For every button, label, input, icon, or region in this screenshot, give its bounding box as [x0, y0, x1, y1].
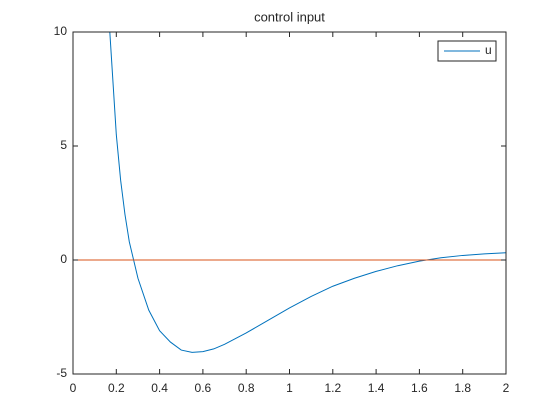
- x-tick-label: 0.8: [238, 381, 255, 395]
- y-tick-label: -5: [56, 366, 67, 380]
- x-tick-label: 1.2: [324, 381, 341, 395]
- x-tick-label: 2: [503, 381, 510, 395]
- x-tick-label: 1.4: [368, 381, 385, 395]
- x-tick-label: 1.8: [454, 381, 471, 395]
- y-tick-label: 10: [54, 24, 68, 38]
- series-line: [73, 31, 507, 353]
- chart-title: control input: [254, 9, 325, 24]
- plot-area: [73, 31, 507, 353]
- x-tick-label: 0.2: [108, 381, 125, 395]
- y-tick-label: 0: [60, 252, 67, 266]
- x-tick-label: 0.4: [151, 381, 168, 395]
- x-tick-label: 1: [286, 381, 293, 395]
- x-tick-label: 0: [70, 381, 77, 395]
- x-tick-label: 1.6: [411, 381, 428, 395]
- y-tick-label: 5: [60, 138, 67, 152]
- legend-label: u: [485, 43, 492, 57]
- x-tick-label: 0.6: [195, 381, 212, 395]
